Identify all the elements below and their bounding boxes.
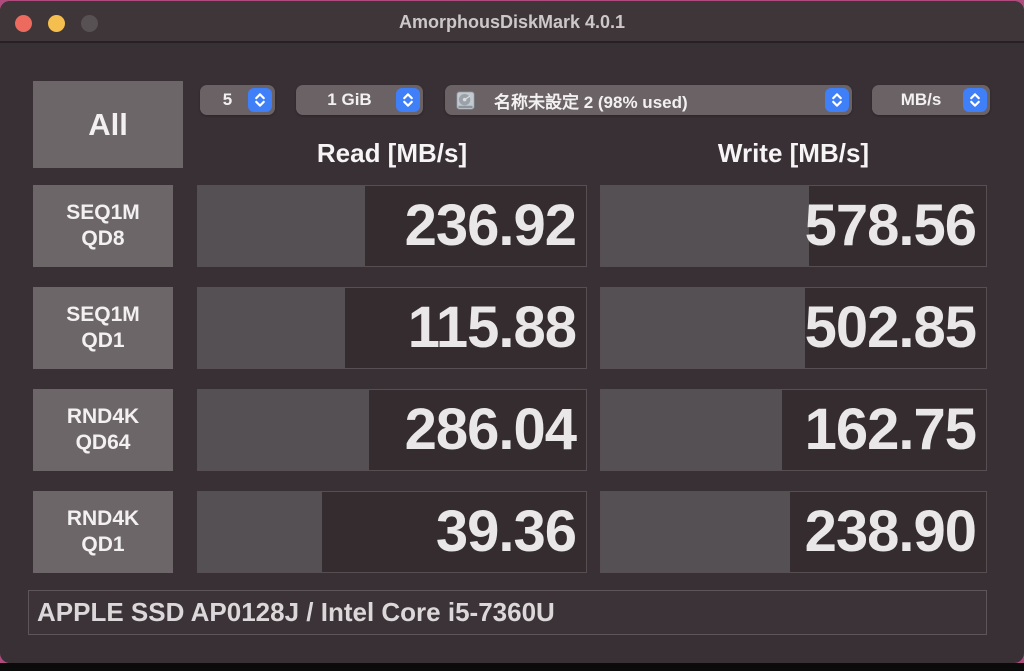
- close-button[interactable]: [15, 15, 32, 32]
- up-down-chevrons-icon: [825, 88, 849, 112]
- read-value: 236.92: [404, 193, 577, 258]
- unit-value: MB/s: [900, 90, 942, 109]
- result-bar: [601, 186, 809, 266]
- read-result-cell: 115.88: [197, 287, 587, 369]
- queue-depth: QD8: [81, 227, 125, 250]
- result-bar: [198, 288, 346, 368]
- result-bar: [198, 186, 365, 266]
- zoom-button-disabled: [81, 15, 98, 32]
- write-result-cell: 578.56: [600, 185, 987, 267]
- write-result-cell: 238.90: [600, 491, 987, 573]
- titlebar[interactable]: AmorphousDiskMark 4.0.1: [0, 1, 1024, 43]
- queue-depth: QD1: [81, 329, 125, 352]
- write-result-cell: 502.85: [600, 287, 987, 369]
- write-value: 578.56: [804, 193, 977, 258]
- read-value: 39.36: [435, 499, 577, 564]
- device-info-field[interactable]: APPLE SSD AP0128J / Intel Core i5-7360U: [28, 590, 987, 635]
- result-bar: [601, 492, 790, 572]
- result-bar: [601, 288, 806, 368]
- test-name: RND4K: [66, 507, 140, 530]
- test-name: SEQ1M: [66, 201, 140, 224]
- write-value: 238.90: [804, 499, 977, 564]
- read-result-cell: 286.04: [197, 389, 587, 471]
- trial-count-select[interactable]: 5: [200, 85, 275, 115]
- read-column-header: Read [MB/s]: [316, 138, 468, 168]
- queue-depth: QD64: [75, 431, 131, 454]
- minimize-button[interactable]: [48, 15, 65, 32]
- write-result-cell: 162.75: [600, 389, 987, 471]
- queue-depth: QD1: [81, 533, 125, 556]
- write-value: 502.85: [804, 295, 977, 360]
- hard-disk-icon: [455, 90, 476, 111]
- test-button-rnd4k-qd1[interactable]: RND4K QD1: [33, 491, 173, 573]
- test-button-seq1m-qd8[interactable]: SEQ1M QD8: [33, 185, 173, 267]
- read-result-cell: 39.36: [197, 491, 587, 573]
- test-size-value: 1 GiB: [327, 90, 372, 109]
- test-button-rnd4k-qd64[interactable]: RND4K QD64: [33, 389, 173, 471]
- run-all-label: All: [88, 106, 128, 142]
- up-down-chevrons-icon: [963, 88, 987, 112]
- unit-select[interactable]: MB/s: [872, 85, 990, 115]
- read-result-cell: 236.92: [197, 185, 587, 267]
- test-name: RND4K: [66, 405, 140, 428]
- trial-count-value: 5: [222, 90, 233, 109]
- write-column-header: Write [MB/s]: [717, 138, 870, 168]
- run-all-button[interactable]: All: [33, 81, 183, 168]
- result-bar: [198, 390, 369, 470]
- window-title: AmorphousDiskMark 4.0.1: [398, 12, 626, 32]
- target-volume-select[interactable]: 名称未設定 2 (98% used): [445, 85, 852, 115]
- result-bar: [601, 390, 782, 470]
- up-down-chevrons-icon: [248, 88, 272, 112]
- test-name: SEQ1M: [66, 303, 140, 326]
- target-volume-value: 名称未設定 2 (98% used): [494, 92, 688, 112]
- test-button-seq1m-qd1[interactable]: SEQ1M QD1: [33, 287, 173, 369]
- read-value: 286.04: [404, 397, 577, 462]
- read-value: 115.88: [407, 295, 577, 360]
- desktop-bottom-strip: [0, 663, 1024, 671]
- test-size-select[interactable]: 1 GiB: [296, 85, 423, 115]
- write-value: 162.75: [804, 397, 977, 462]
- result-bar: [198, 492, 323, 572]
- up-down-chevrons-icon: [396, 88, 420, 112]
